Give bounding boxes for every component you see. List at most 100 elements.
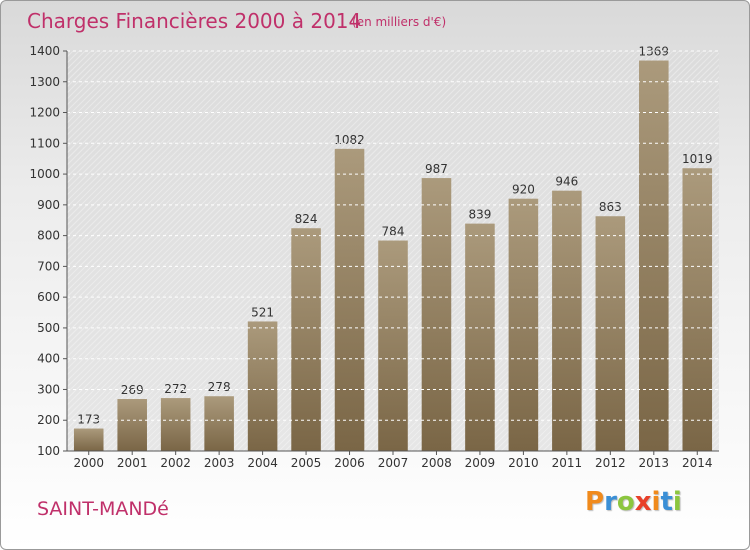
plot-hatch-line xyxy=(67,51,290,274)
bar xyxy=(73,428,104,451)
plot-hatch-line xyxy=(67,51,464,448)
plot-hatch-line xyxy=(67,51,170,154)
plot-hatch-line xyxy=(428,160,719,451)
y-tick-label: 500 xyxy=(37,321,60,335)
x-tick-label: 2014 xyxy=(682,456,713,470)
plot-hatch-line xyxy=(67,51,242,226)
plot-hatch-line xyxy=(260,51,662,451)
plot-hatch-line xyxy=(122,51,524,451)
plot-hatch-line xyxy=(67,51,386,370)
plot-hatch-line xyxy=(176,51,578,451)
plot-hatch-line xyxy=(67,51,326,310)
plot-hatch-line xyxy=(392,124,719,451)
plot-hatch-line xyxy=(212,51,614,451)
proxiti-logo[interactable]: Proxiti xyxy=(585,487,682,517)
plot-hatch-line xyxy=(67,51,320,304)
plot-hatch-line xyxy=(67,51,236,220)
plot-hatch-line xyxy=(434,166,719,451)
plot-hatch-line xyxy=(602,334,719,451)
plot-hatch-line xyxy=(386,118,719,451)
y-tick-label: 900 xyxy=(37,198,60,212)
plot-hatch-line xyxy=(67,51,410,394)
plot-hatch-line xyxy=(254,51,656,451)
bar xyxy=(160,398,191,451)
grid-lines xyxy=(67,51,719,451)
city-name: SAINT-MANDé xyxy=(37,498,169,520)
bar-value-label: 269 xyxy=(121,383,144,397)
y-tick-label: 1100 xyxy=(29,136,60,150)
plot-hatch-line xyxy=(524,256,719,451)
bar-value-label: 1082 xyxy=(334,133,365,147)
plot-hatch-line xyxy=(67,51,422,406)
bar-value-label: 784 xyxy=(382,225,405,239)
plot-hatch-line xyxy=(67,51,434,418)
x-tick-label: 2011 xyxy=(552,456,583,470)
bar-value-label: 278 xyxy=(208,380,231,394)
bar-value-label: 1019 xyxy=(682,152,713,166)
logo-letter: t xyxy=(660,487,673,517)
plot-hatch-line xyxy=(608,340,719,451)
plot-hatch-line xyxy=(68,51,470,451)
plot-hatch-line xyxy=(302,51,704,451)
plot-hatch-line xyxy=(67,51,272,256)
plot-hatch-line xyxy=(67,51,194,178)
bar-value-label: 920 xyxy=(512,183,535,197)
plot-hatch-line xyxy=(67,51,452,436)
y-tick-label: 600 xyxy=(37,290,60,304)
bar xyxy=(552,190,582,451)
plot-hatch-line xyxy=(67,51,398,382)
x-tick-label: 2010 xyxy=(508,456,539,470)
plot-hatch-line xyxy=(716,448,719,451)
plot-hatch-line xyxy=(67,51,212,196)
bar xyxy=(508,198,539,451)
plot-hatch-line xyxy=(67,51,224,208)
bar xyxy=(639,60,669,452)
plot-hatch-line xyxy=(67,51,338,322)
plot-hatch-line xyxy=(67,51,146,130)
logo-letter: i xyxy=(651,487,661,517)
bar xyxy=(421,178,452,452)
x-tick-label: 2008 xyxy=(421,456,452,470)
bar-value-label: 839 xyxy=(468,208,491,222)
bar xyxy=(291,228,321,451)
plot-hatch-line xyxy=(350,82,719,451)
plot-hatch-line xyxy=(67,51,248,232)
plot-hatch-line xyxy=(67,51,404,388)
plot-hatch-line xyxy=(67,51,308,292)
plot-hatch-line xyxy=(67,51,302,286)
bar xyxy=(204,396,234,451)
bar-value-label: 987 xyxy=(425,162,448,176)
plot-hatch-line xyxy=(560,292,719,451)
bar xyxy=(334,148,365,451)
plot-hatch-line xyxy=(67,51,266,250)
x-tick-label: 2000 xyxy=(73,456,104,470)
plot-hatch-line xyxy=(67,51,368,352)
y-tick-label: 1300 xyxy=(29,75,60,89)
plot-hatch-line xyxy=(67,51,416,400)
bar xyxy=(465,223,495,451)
bar-value-label: 521 xyxy=(251,305,274,319)
bar-value-label: 173 xyxy=(77,413,100,427)
bar xyxy=(117,399,147,451)
plot-hatch-line xyxy=(67,51,164,148)
x-tick-label: 2013 xyxy=(639,456,670,470)
plot-hatch-line xyxy=(67,51,446,430)
plot-hatch-line xyxy=(67,51,200,184)
plot-hatch-line xyxy=(614,346,719,451)
plot-hatch-line xyxy=(67,51,362,346)
plot-hatch-line xyxy=(67,51,284,268)
y-tick-label: 100 xyxy=(37,444,60,458)
plot-hatch-line xyxy=(67,51,350,334)
plot-hatch-line xyxy=(67,51,230,214)
logo-letter: P xyxy=(585,487,605,517)
plot-hatch-line xyxy=(67,51,428,412)
plot-hatch-line xyxy=(80,51,482,451)
plot-hatch-line xyxy=(67,51,140,124)
bar xyxy=(682,168,713,451)
x-tick-label: 2009 xyxy=(465,456,496,470)
x-tick-label: 2001 xyxy=(117,456,148,470)
plot-hatch-line xyxy=(67,51,440,424)
y-tick-label: 1000 xyxy=(29,167,60,181)
